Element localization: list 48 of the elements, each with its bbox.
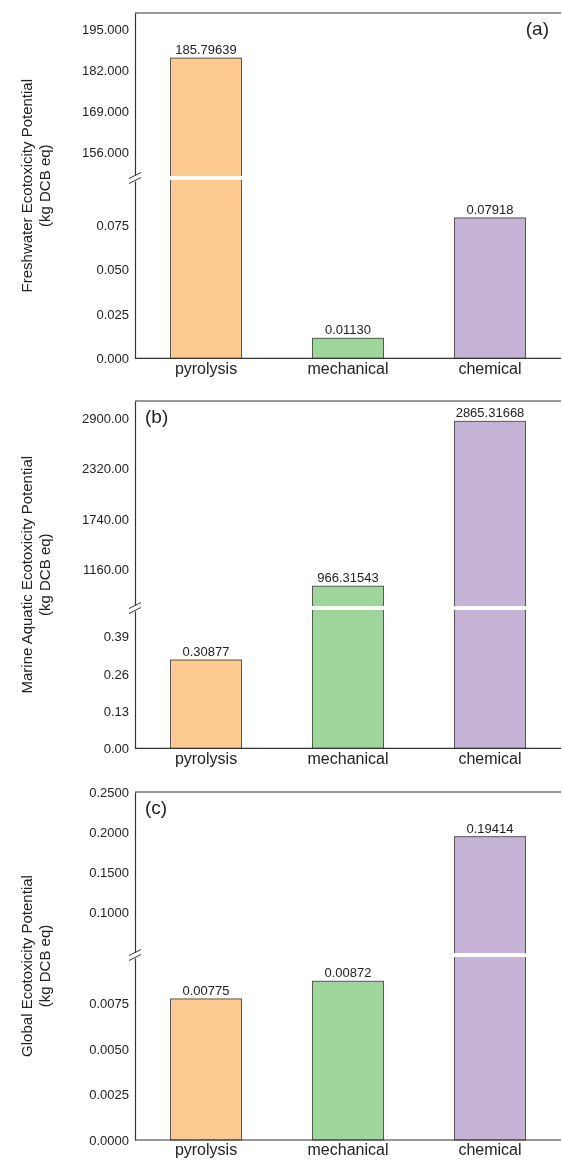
annotation: (a) <box>525 18 549 39</box>
y-axis-title: Freshwater Ecotoxicity Potential (kg DCB eq) <box>18 78 53 293</box>
y-tick-label: 182.000 <box>82 62 129 78</box>
x-tick-label: chemical <box>458 359 522 377</box>
annotation: (b) <box>145 406 169 427</box>
data-label: 0.00775 <box>182 982 230 998</box>
y-tick-label: 1160.00 <box>82 562 129 578</box>
data-label: 0.00872 <box>324 965 372 981</box>
y-tick-label: 0.2000 <box>89 824 129 840</box>
x-tick-label: pyrolysis <box>174 749 238 767</box>
y-axis-title: Marine Aquatic Ecotoxicity Potential (kg DCB eq) <box>18 455 53 694</box>
y-tick-label: 0.0000 <box>89 1132 129 1148</box>
y-tick-label: 0.050 <box>96 262 129 278</box>
x-tick-label: chemical <box>458 749 522 767</box>
y-tick-label: 0.0025 <box>89 1087 129 1103</box>
y-tick-label: 195.000 <box>82 21 129 37</box>
y-tick-label: 0.00 <box>103 741 129 757</box>
data-label: 185.79639 <box>175 42 237 58</box>
data-label: 0.30877 <box>182 644 230 660</box>
y-tick-label: 156.000 <box>82 145 129 161</box>
y-tick-label: 0.1500 <box>89 864 129 880</box>
y-tick-label: 0.1000 <box>89 904 129 920</box>
annotation: (c) <box>145 797 168 818</box>
y-tick-label: 0.075 <box>96 218 129 234</box>
y-axis-title: Global Ecotoxicity Potential (kg DCB eq) <box>18 875 53 1057</box>
y-tick-label: 0.025 <box>96 306 129 322</box>
x-tick-label: mechanical <box>307 749 389 767</box>
y-tick-label: 0.13 <box>103 703 129 719</box>
x-tick-label: chemical <box>458 1141 522 1159</box>
y-tick-label: 0.0050 <box>89 1041 129 1057</box>
data-label: 966.31543 <box>317 570 379 586</box>
data-label: 0.01130 <box>324 322 372 338</box>
y-tick-label: 2320.00 <box>82 461 129 477</box>
data-label: 0.19414 <box>466 820 514 836</box>
y-tick-label: 0.26 <box>103 666 129 682</box>
data-label: 0.07918 <box>466 201 514 217</box>
data-label: 2865.31668 <box>455 405 525 421</box>
x-tick-label: pyrolysis <box>174 359 238 377</box>
y-tick-label: 0.39 <box>103 629 129 645</box>
y-tick-label: 1740.00 <box>82 511 129 527</box>
y-tick-label: 0.2500 <box>89 784 129 800</box>
y-tick-label: 0.0075 <box>89 996 129 1012</box>
x-tick-label: mechanical <box>307 359 389 377</box>
x-tick-label: pyrolysis <box>174 1141 238 1159</box>
y-tick-label: 0.000 <box>96 351 129 367</box>
y-tick-label: 169.000 <box>82 104 129 120</box>
y-tick-label: 2900.00 <box>82 411 129 427</box>
x-tick-label: mechanical <box>307 1141 389 1159</box>
